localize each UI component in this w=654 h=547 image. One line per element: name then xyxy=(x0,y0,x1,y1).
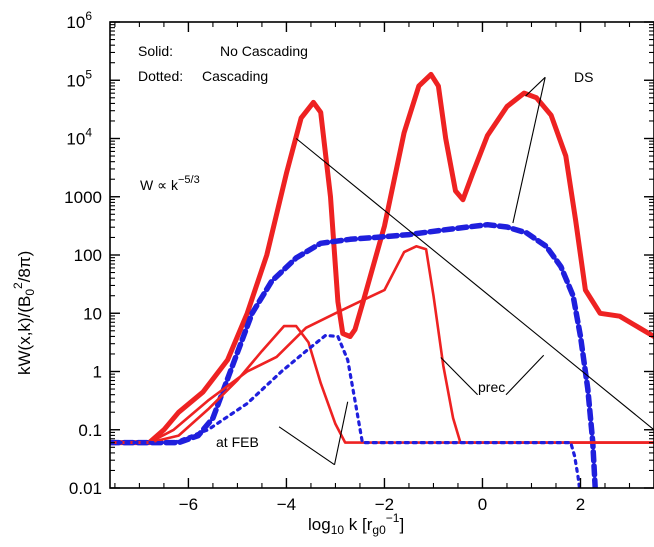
ticks: −6 −4 −2 0 2 0.01 0.1 1 10 100 1000 104 105 106 xyxy=(64,9,654,514)
feb-pointer-1-line xyxy=(278,426,335,466)
y-tick-label: 1 xyxy=(93,363,102,382)
ds-pointer-1-line xyxy=(525,76,546,97)
powerlaw-line xyxy=(295,138,654,431)
series-layer xyxy=(110,71,654,488)
series-0-line xyxy=(110,71,654,446)
y-axis-title: kW(x,k)/(B02/8π) xyxy=(11,251,37,375)
ds-pointer-2-line xyxy=(512,77,546,224)
y-tick-label: 100 xyxy=(74,246,102,265)
y-tick-label: 106 xyxy=(66,9,92,32)
legend-dotted-value: Cascading xyxy=(202,68,268,84)
y-tick-label: 104 xyxy=(66,126,92,149)
prec-pointer-1-line xyxy=(440,357,478,396)
annotation-at-feb: at FEB xyxy=(216,434,259,450)
legend-dotted-label: Dotted: xyxy=(138,68,183,84)
powerlaw-exponent: −5/3 xyxy=(178,174,200,186)
prec-pointer-2-line xyxy=(505,354,545,396)
series-1-line xyxy=(110,221,598,488)
x-tick-label: −4 xyxy=(277,495,296,514)
y-tick-label: 1000 xyxy=(64,188,102,207)
series-2-line xyxy=(110,245,654,444)
x-tick-label: −6 xyxy=(179,495,198,514)
legend-solid-value: No Cascading xyxy=(220,43,308,59)
annotation-prec: prec xyxy=(478,379,505,395)
x-tick-label: −2 xyxy=(375,495,394,514)
y-tick-label: 0.1 xyxy=(78,421,102,440)
legend-solid-label: Solid: xyxy=(138,43,173,59)
plot-frame xyxy=(109,21,654,489)
series-3-line xyxy=(110,324,654,444)
x-tick-label: 2 xyxy=(576,495,585,514)
annotation-ds: DS xyxy=(574,69,593,85)
annotation-powerlaw: W ∝ k−5/3 xyxy=(140,174,200,193)
y-tick-label: 10 xyxy=(83,304,102,323)
annotation-lines xyxy=(278,76,654,466)
y-tick-label: 105 xyxy=(66,67,92,90)
powerlaw-base: W ∝ k xyxy=(140,177,179,193)
feb-pointer-2-line xyxy=(333,401,349,465)
series-4-line xyxy=(110,333,582,488)
y-tick-label: 0.01 xyxy=(69,479,102,498)
x-axis-title: log10 k [rg0−1] xyxy=(308,511,404,537)
x-tick-label: 0 xyxy=(478,495,487,514)
